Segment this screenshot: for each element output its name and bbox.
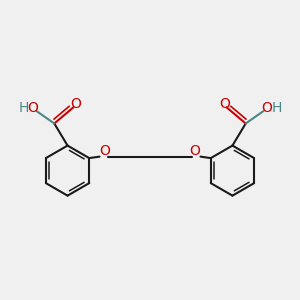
Text: O: O	[262, 101, 272, 115]
Text: O: O	[28, 101, 38, 115]
Text: O: O	[99, 144, 110, 158]
Text: O: O	[70, 98, 81, 111]
Text: H: H	[272, 101, 282, 115]
Text: O: O	[190, 144, 201, 158]
Text: O: O	[219, 98, 230, 111]
Text: H: H	[18, 101, 28, 115]
